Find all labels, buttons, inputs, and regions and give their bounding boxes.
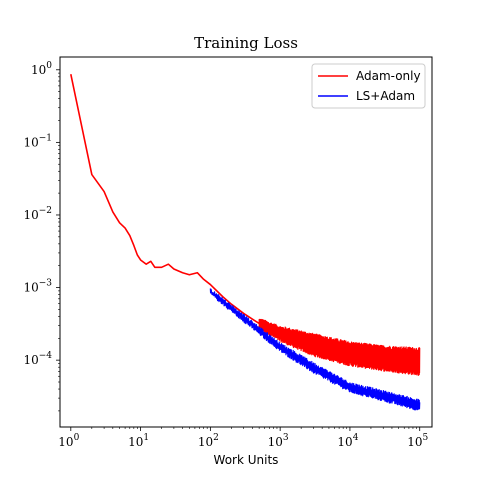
x-axis-ticks: 100 101 102 103 104 105 xyxy=(58,427,428,449)
chart-title: Training Loss xyxy=(194,34,298,52)
y-tick-label: 10−1 xyxy=(23,133,52,149)
y-tick-label: 10−4 xyxy=(23,351,52,367)
axes-frame xyxy=(59,56,433,428)
legend: Adam-only LS+Adam xyxy=(311,63,426,109)
series-band-adam-only xyxy=(258,318,421,376)
x-tick-label: 105 xyxy=(407,433,428,449)
legend-box xyxy=(311,63,426,109)
y-axis-ticks: 100 10−1 10−2 10−3 10−4 xyxy=(23,61,60,412)
series-band-ls-adam xyxy=(209,288,421,411)
x-tick-label: 103 xyxy=(268,433,289,449)
y-tick-label: 10−2 xyxy=(23,206,52,222)
x-tick-label: 101 xyxy=(128,433,149,449)
legend-label-adam-only: Adam-only xyxy=(356,69,421,83)
x-tick-label: 100 xyxy=(58,433,79,449)
x-axis-label: Work Units xyxy=(214,453,279,467)
series-line-adam-only xyxy=(70,74,420,365)
x-tick-label: 102 xyxy=(198,433,219,449)
series-line-ls-adam xyxy=(209,290,420,406)
x-tick-label: 104 xyxy=(337,433,358,449)
plot-area xyxy=(70,74,421,411)
legend-label-ls-adam: LS+Adam xyxy=(356,89,415,103)
y-tick-label: 100 xyxy=(31,61,52,77)
y-tick-label: 10−3 xyxy=(23,279,52,295)
